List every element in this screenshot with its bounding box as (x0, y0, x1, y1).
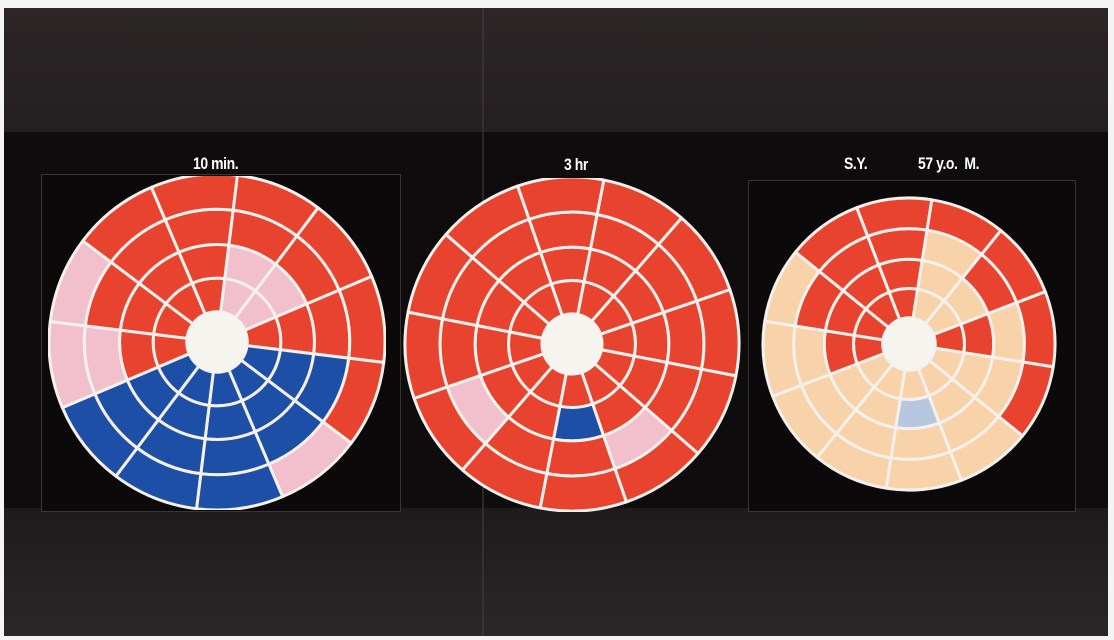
segment-ring2-4 (630, 310, 671, 364)
bottom-background-band (4, 508, 1108, 636)
segment-ring4-12 (81, 185, 167, 264)
label-10-min: 10 min. (193, 154, 239, 173)
segment-ring4-12 (794, 206, 870, 273)
segment-ring4-10 (403, 310, 449, 400)
segment-ring4-7 (884, 450, 963, 492)
segment-ring4-4 (695, 288, 741, 378)
photo-frame: 10 min. 3 hr S.Y. 57 y.o. M. (4, 8, 1108, 636)
segment-ring3-7 (545, 434, 617, 478)
bullseye-map-3-hr (403, 178, 741, 512)
segment-ring4-1 (516, 178, 606, 221)
segment-ring2-10 (473, 324, 514, 378)
bullseye-map-10-min (48, 176, 386, 510)
segment-ring4-7 (538, 467, 628, 512)
segment-ring4-12 (444, 184, 531, 259)
segment-ring4-10 (761, 319, 803, 398)
bullseye-center (186, 311, 248, 373)
segment-ring4-4 (1015, 290, 1057, 369)
segment-ring3-4 (662, 299, 706, 371)
bullseye-map-patient (761, 196, 1057, 492)
label-patient-age-sex: 57 y.o. M. (918, 154, 980, 173)
label-patient-initials: S.Y. (844, 154, 868, 173)
segment-ring2-7 (552, 402, 606, 443)
top-background-band (4, 8, 1108, 132)
bullseye-center (882, 317, 936, 371)
label-3-hr: 3 hr (564, 155, 588, 174)
bullseye-center (541, 313, 603, 375)
segment-ring4-1 (855, 196, 934, 238)
segment-ring3-10 (438, 317, 482, 389)
